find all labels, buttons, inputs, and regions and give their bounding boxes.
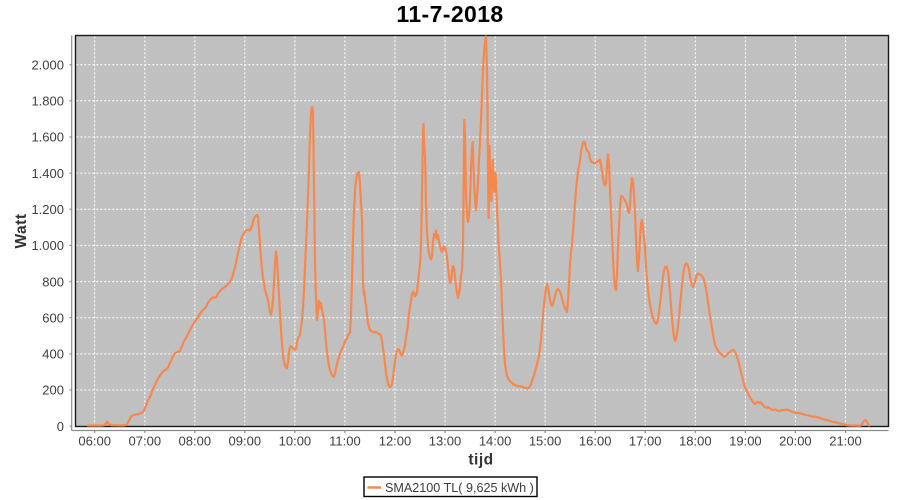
svg-text:14:00: 14:00 [479,434,512,449]
svg-text:13:00: 13:00 [429,434,462,449]
svg-text:600: 600 [42,310,64,325]
svg-text:11-7-2018: 11-7-2018 [396,1,503,27]
svg-text:21:00: 21:00 [829,434,862,449]
svg-text:200: 200 [42,383,64,398]
svg-text:20:00: 20:00 [779,434,812,449]
svg-text:06:00: 06:00 [78,434,111,449]
svg-text:18:00: 18:00 [679,434,712,449]
svg-text:400: 400 [42,347,64,362]
svg-text:0: 0 [57,419,64,434]
svg-text:1.600: 1.600 [31,130,64,145]
svg-text:1.200: 1.200 [31,202,64,217]
svg-text:10:00: 10:00 [279,434,312,449]
svg-text:1.400: 1.400 [31,166,64,181]
svg-text:15:00: 15:00 [529,434,562,449]
svg-text:09:00: 09:00 [229,434,262,449]
svg-text:Watt: Watt [13,214,30,249]
svg-text:1.000: 1.000 [31,238,64,253]
svg-text:16:00: 16:00 [579,434,612,449]
svg-text:12:00: 12:00 [379,434,412,449]
svg-text:SMA2100 TL( 9,625 kWh ): SMA2100 TL( 9,625 kWh ) [385,481,534,495]
svg-text:2.000: 2.000 [31,57,64,72]
svg-text:08:00: 08:00 [179,434,212,449]
svg-text:800: 800 [42,274,64,289]
svg-text:11:00: 11:00 [329,434,361,449]
svg-text:17:00: 17:00 [629,434,662,449]
svg-text:tijd: tijd [468,452,493,469]
svg-text:1.800: 1.800 [31,94,64,109]
svg-text:07:00: 07:00 [129,434,162,449]
svg-text:19:00: 19:00 [729,434,762,449]
